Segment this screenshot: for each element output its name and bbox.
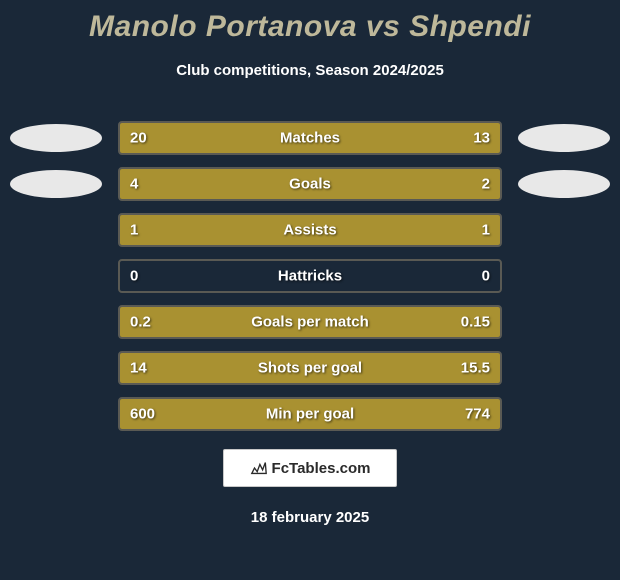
stat-bar: 0.2 0.15 Goals per match (118, 305, 502, 339)
stat-bar: 600 774 Min per goal (118, 397, 502, 431)
stat-label: Goals (289, 176, 331, 193)
date-text: 18 february 2025 (0, 509, 620, 526)
player-oval-right (518, 124, 610, 152)
brand-badge: FcTables.com (223, 449, 397, 487)
stat-row: 0.2 0.15 Goals per match (10, 305, 610, 339)
stats-list: 20 13 Matches 4 2 Goals 1 1 Assists 0 0 Hattricks 0.… (0, 121, 620, 431)
brand-text: FcTables.com (272, 460, 371, 477)
bar-fill-right (371, 169, 500, 199)
bar-fill-right (310, 215, 500, 245)
stat-label: Matches (280, 130, 340, 147)
stat-label: Goals per match (251, 314, 369, 331)
comparison-container: Manolo Portanova vs Shpendi Club competi… (0, 0, 620, 580)
stat-label: Min per goal (266, 406, 354, 423)
stat-row: 14 15.5 Shots per goal (10, 351, 610, 385)
stat-value-left: 20 (130, 130, 147, 147)
stat-value-right: 774 (465, 406, 490, 423)
player-oval-right (518, 170, 610, 198)
stat-value-left: 0.2 (130, 314, 151, 331)
stat-bar: 20 13 Matches (118, 121, 502, 155)
page-subtitle: Club competitions, Season 2024/2025 (0, 62, 620, 79)
stat-label: Hattricks (278, 268, 342, 285)
stat-row: 20 13 Matches (10, 121, 610, 155)
stat-value-right: 15.5 (461, 360, 490, 377)
bar-fill-left (120, 215, 310, 245)
stat-value-right: 0.15 (461, 314, 490, 331)
player-oval-left (10, 124, 102, 152)
stat-bar: 1 1 Assists (118, 213, 502, 247)
stat-value-left: 0 (130, 268, 138, 285)
stat-value-right: 0 (482, 268, 490, 285)
stat-value-left: 1 (130, 222, 138, 239)
stat-row: 4 2 Goals (10, 167, 610, 201)
stat-bar: 4 2 Goals (118, 167, 502, 201)
page-title: Manolo Portanova vs Shpendi (0, 0, 620, 44)
player-oval-left (10, 170, 102, 198)
stat-row: 600 774 Min per goal (10, 397, 610, 431)
stat-value-left: 600 (130, 406, 155, 423)
stat-label: Assists (283, 222, 336, 239)
stat-row: 0 0 Hattricks (10, 259, 610, 293)
stat-value-right: 13 (473, 130, 490, 147)
stat-value-left: 14 (130, 360, 147, 377)
stat-label: Shots per goal (258, 360, 362, 377)
stat-value-right: 2 (482, 176, 490, 193)
stat-value-left: 4 (130, 176, 138, 193)
stat-bar: 0 0 Hattricks (118, 259, 502, 293)
bar-fill-left (120, 169, 371, 199)
brand-logo-icon (250, 459, 268, 477)
stat-value-right: 1 (482, 222, 490, 239)
stat-bar: 14 15.5 Shots per goal (118, 351, 502, 385)
stat-row: 1 1 Assists (10, 213, 610, 247)
